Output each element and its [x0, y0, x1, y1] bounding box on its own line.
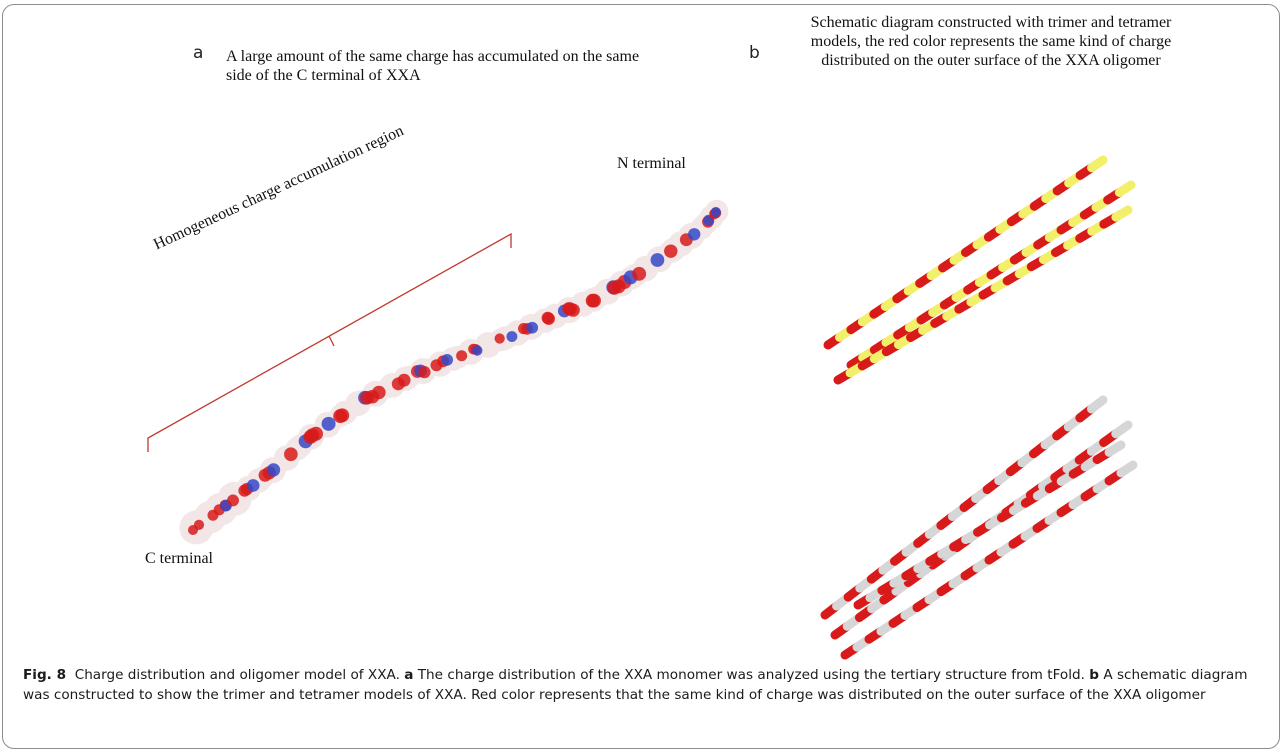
charge-patch: [587, 293, 601, 308]
panel-a-letter: a: [193, 43, 204, 63]
charge-patch: [710, 207, 721, 218]
tetramer-helix: [1104, 440, 1126, 457]
figure-title: Charge distribution and oligomer model o…: [74, 667, 400, 683]
charge-patch: [650, 253, 665, 267]
xxa-monomer-surface: [179, 199, 729, 545]
n-terminal-label: N terminal: [617, 155, 686, 172]
trimer-helix: [1114, 180, 1136, 197]
charge-patch: [246, 479, 260, 492]
caption-b-label: b: [1089, 667, 1100, 683]
charge-region-bracket: [147, 232, 512, 452]
charge-patch: [456, 350, 468, 362]
charge-patch: [418, 366, 431, 379]
charge-patch: [266, 463, 281, 477]
charge-patch: [397, 373, 411, 387]
c-terminal-label: C terminal: [145, 550, 213, 567]
charge-patch: [566, 303, 580, 317]
charge-patch: [372, 385, 386, 400]
figure-frame: a A large amount of the same charge has …: [2, 4, 1280, 749]
charge-patch: [335, 408, 350, 423]
charge-patch: [441, 354, 453, 366]
xxa-tetramer-model: [820, 395, 1138, 660]
charge-patch: [664, 244, 678, 258]
caption-a-label: a: [404, 667, 414, 683]
panel-a-caption: A large amount of the same charge has ac…: [226, 48, 640, 84]
tetramer-helix: [1111, 420, 1133, 439]
charge-patch: [494, 333, 505, 344]
charge-patch: [632, 266, 647, 281]
bracket-line: [147, 232, 512, 452]
charge-patch: [193, 519, 205, 530]
caption-b-text: A schematic diagram was constructed to s…: [23, 667, 1248, 703]
figure-number: Fig. 8: [23, 667, 67, 683]
charge-patch: [542, 312, 555, 325]
xxa-trimer-model: [823, 155, 1136, 385]
charge-patch: [227, 494, 239, 507]
charge-patch: [472, 345, 483, 356]
trimer-helix: [1111, 205, 1133, 222]
charge-patch: [284, 447, 298, 462]
panel-b-letter: b: [749, 43, 760, 63]
caption-a-text: The charge distribution of the XXA monom…: [417, 667, 1085, 683]
figure-caption: Fig. 8 Charge distribution and oligomer …: [23, 665, 1273, 705]
tetramer-helix: [1086, 395, 1108, 414]
panel-b-caption: Schematic diagram constructed with trime…: [810, 14, 1172, 69]
trimer-helix: [1087, 155, 1108, 173]
charge-patch: [506, 331, 518, 342]
tetramer-helix: [1116, 460, 1138, 478]
charge-patch: [688, 228, 701, 241]
charge-patch: [321, 416, 336, 431]
figure-illustration: [147, 155, 1138, 660]
charge-patch: [309, 426, 324, 441]
charge-patch: [526, 321, 539, 334]
